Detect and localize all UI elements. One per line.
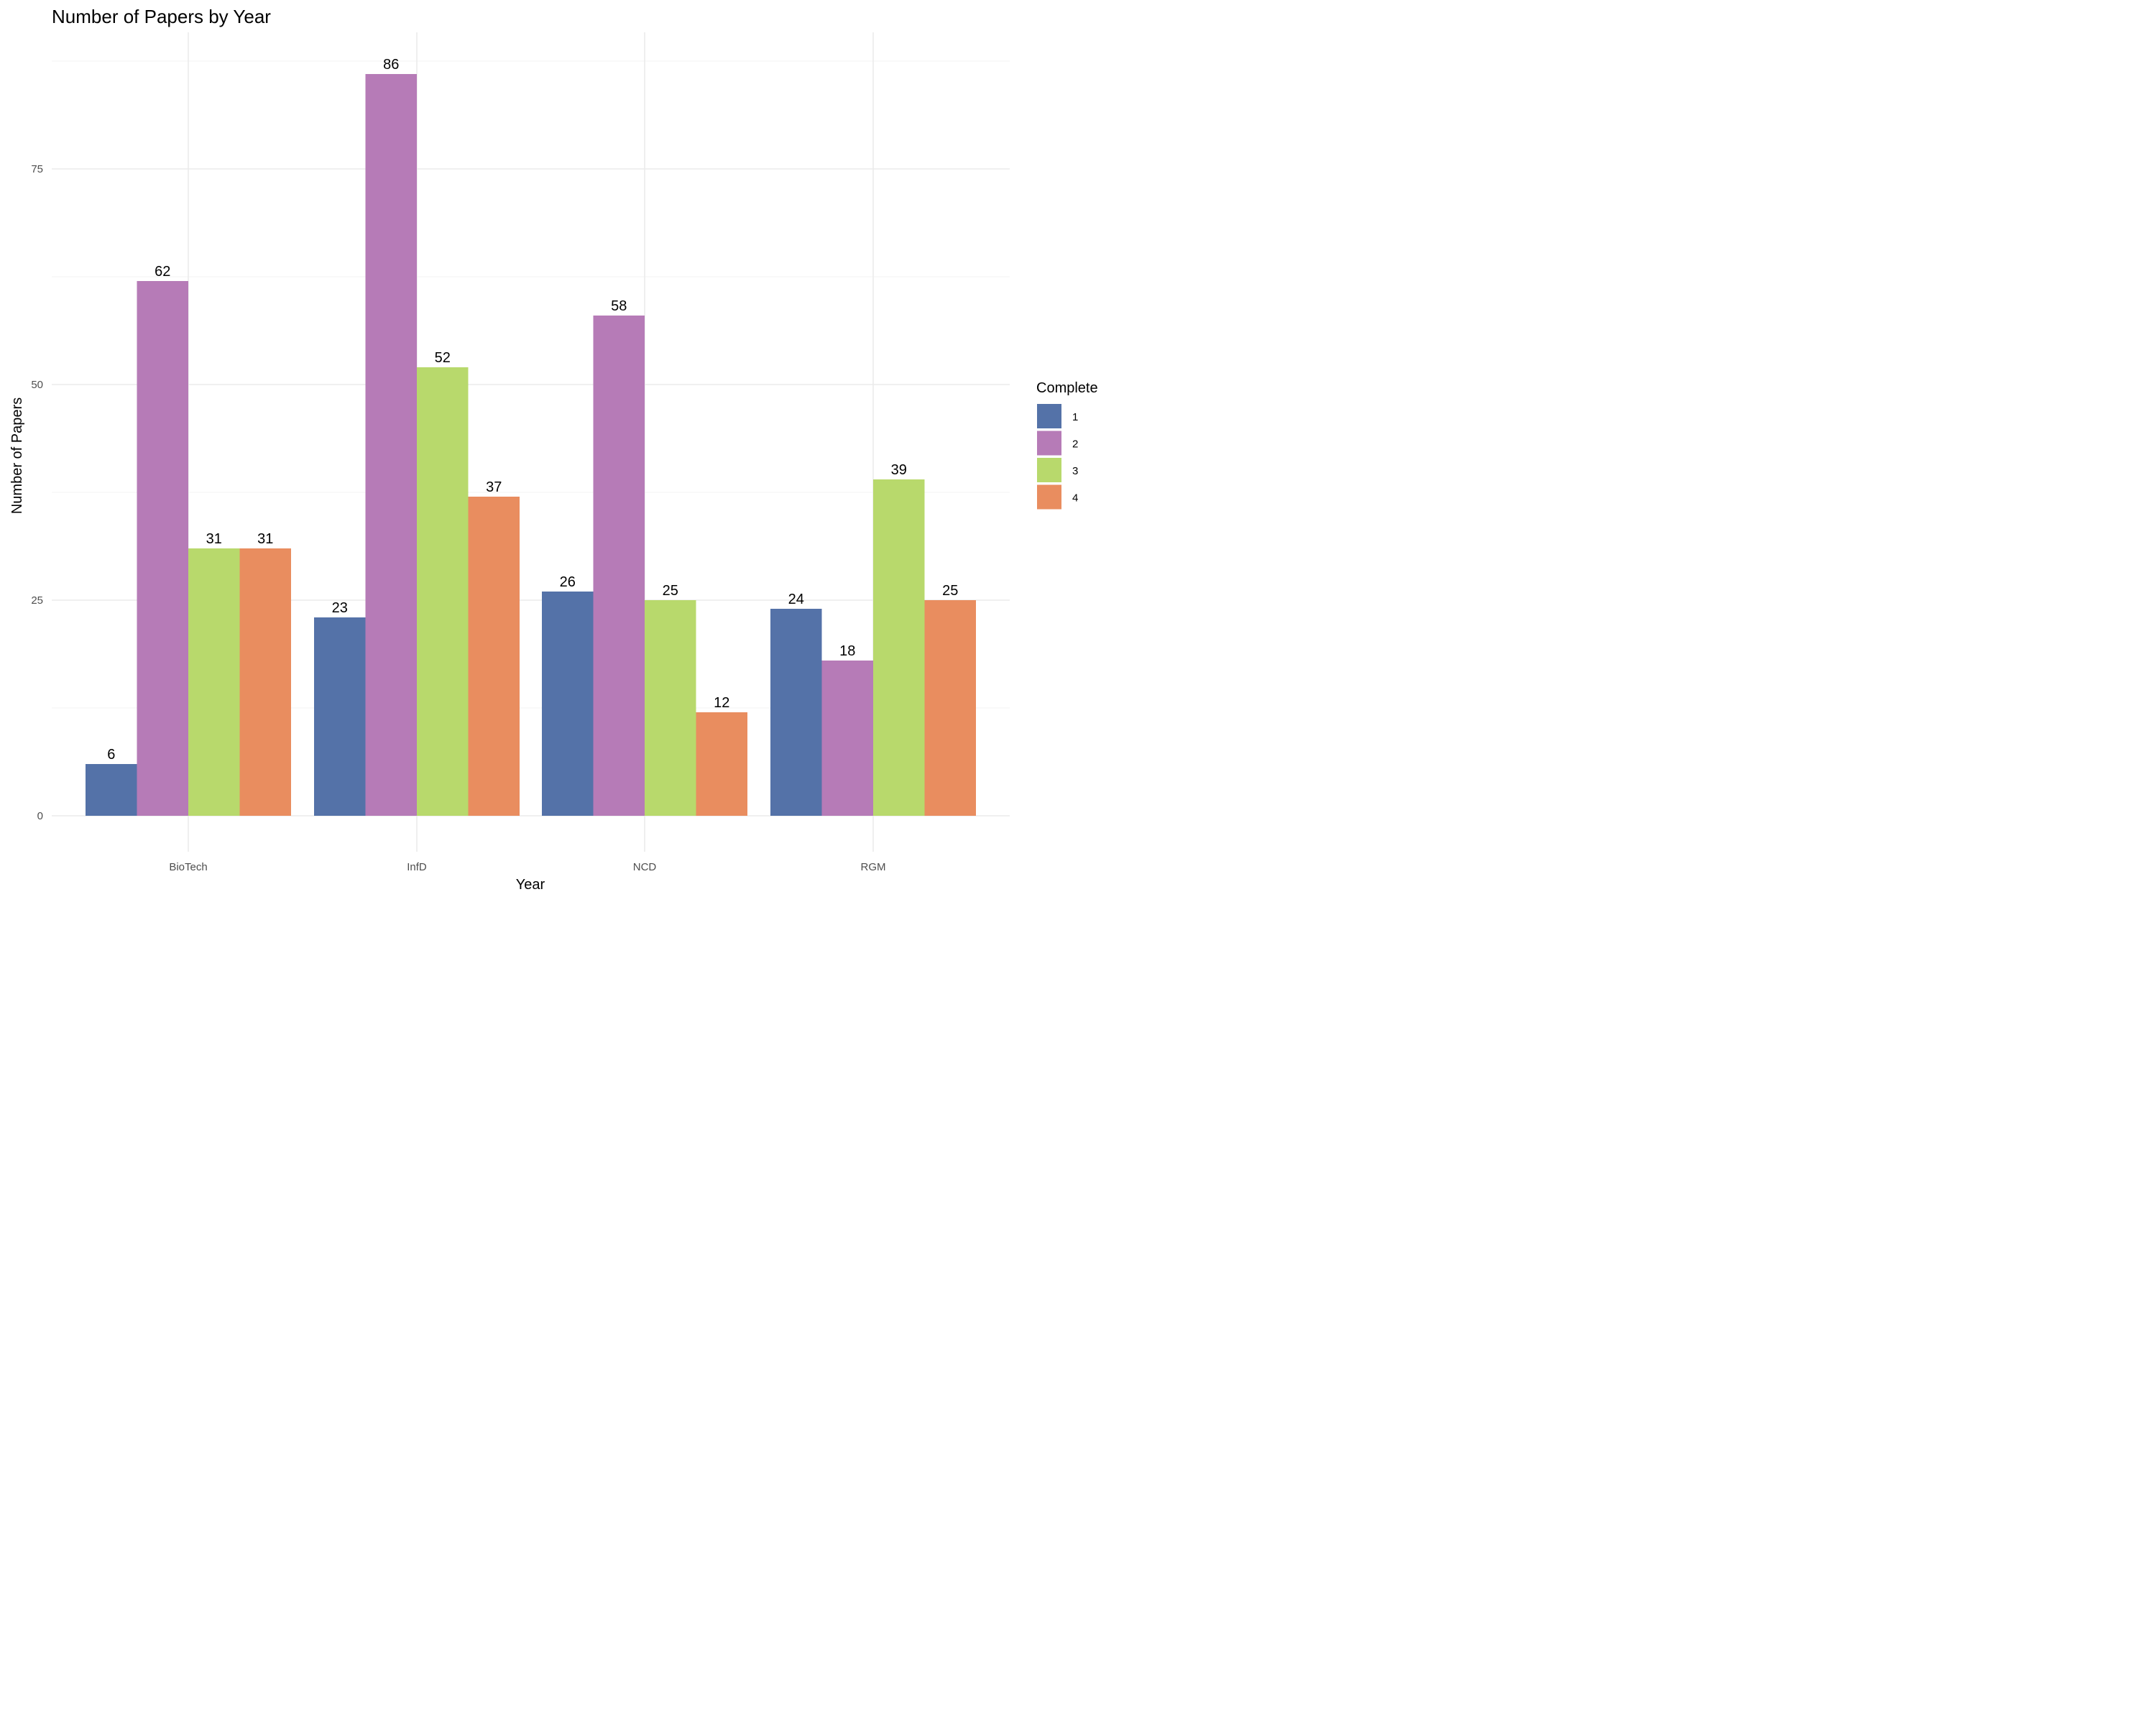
y-tick-label: 50 — [31, 379, 43, 391]
bar-RGM-series-3 — [873, 479, 925, 816]
data-label: 86 — [383, 57, 399, 73]
data-label: 58 — [611, 298, 627, 314]
bar-BioTech-series-2 — [137, 281, 188, 816]
legend-label: 3 — [1072, 465, 1078, 477]
bar-InfD-series-3 — [417, 367, 469, 816]
bar-NCD-series-4 — [696, 712, 747, 816]
bar-RGM-series-4 — [924, 600, 976, 816]
y-axis-title: Number of Papers — [9, 397, 25, 514]
x-axis-ticks: BioTech InfD NCD RGM — [169, 861, 885, 873]
x-axis-title: Year — [516, 877, 545, 893]
bars — [86, 74, 976, 816]
data-label: 62 — [155, 264, 170, 280]
bar-RGM-series-2 — [821, 661, 873, 816]
legend-swatch — [1037, 458, 1061, 482]
data-label: 6 — [107, 747, 115, 763]
data-label: 12 — [714, 695, 729, 711]
x-tick-label: NCD — [633, 861, 657, 873]
bar-NCD-series-3 — [645, 600, 696, 816]
data-label: 37 — [486, 479, 502, 495]
bar-RGM-series-1 — [770, 609, 822, 816]
data-label: 26 — [560, 574, 576, 590]
bar-NCD-series-1 — [542, 592, 594, 816]
legend-label: 4 — [1072, 492, 1078, 505]
data-label: 31 — [257, 531, 273, 547]
legend: Complete 1 2 3 4 — [1036, 380, 1098, 510]
x-tick-label: BioTech — [169, 861, 207, 873]
bar-BioTech-series-4 — [239, 548, 291, 816]
x-tick-label: InfD — [407, 861, 427, 873]
data-label: 23 — [332, 600, 348, 616]
y-tick-label: 25 — [31, 594, 43, 607]
bar-BioTech-series-1 — [86, 764, 137, 816]
legend-title: Complete — [1036, 380, 1098, 396]
legend-swatch — [1037, 484, 1061, 510]
legend-label: 1 — [1072, 411, 1078, 423]
bar-BioTech-series-3 — [188, 548, 240, 816]
bar-InfD-series-1 — [314, 617, 366, 816]
y-tick-label: 75 — [31, 163, 43, 175]
bar-NCD-series-2 — [593, 316, 645, 816]
legend-label: 2 — [1072, 438, 1078, 451]
chart-title: Number of Papers by Year — [52, 6, 271, 27]
legend-swatch — [1037, 431, 1061, 456]
data-label: 25 — [942, 583, 958, 599]
data-label: 39 — [891, 462, 907, 478]
data-label: 31 — [206, 531, 222, 547]
legend-swatch — [1037, 404, 1061, 428]
y-tick-label: 0 — [37, 810, 43, 822]
data-label: 18 — [839, 643, 855, 659]
bar-InfD-series-4 — [468, 497, 520, 816]
data-label: 24 — [788, 592, 804, 607]
bar-InfD-series-2 — [365, 74, 417, 816]
x-tick-label: RGM — [861, 861, 886, 873]
y-axis-ticks: 0 25 50 75 — [31, 163, 43, 822]
data-labels: 6 62 31 31 23 86 52 37 26 58 25 12 24 18 39 25 — [107, 57, 958, 763]
data-label: 25 — [663, 583, 678, 599]
data-label: 52 — [435, 350, 451, 366]
